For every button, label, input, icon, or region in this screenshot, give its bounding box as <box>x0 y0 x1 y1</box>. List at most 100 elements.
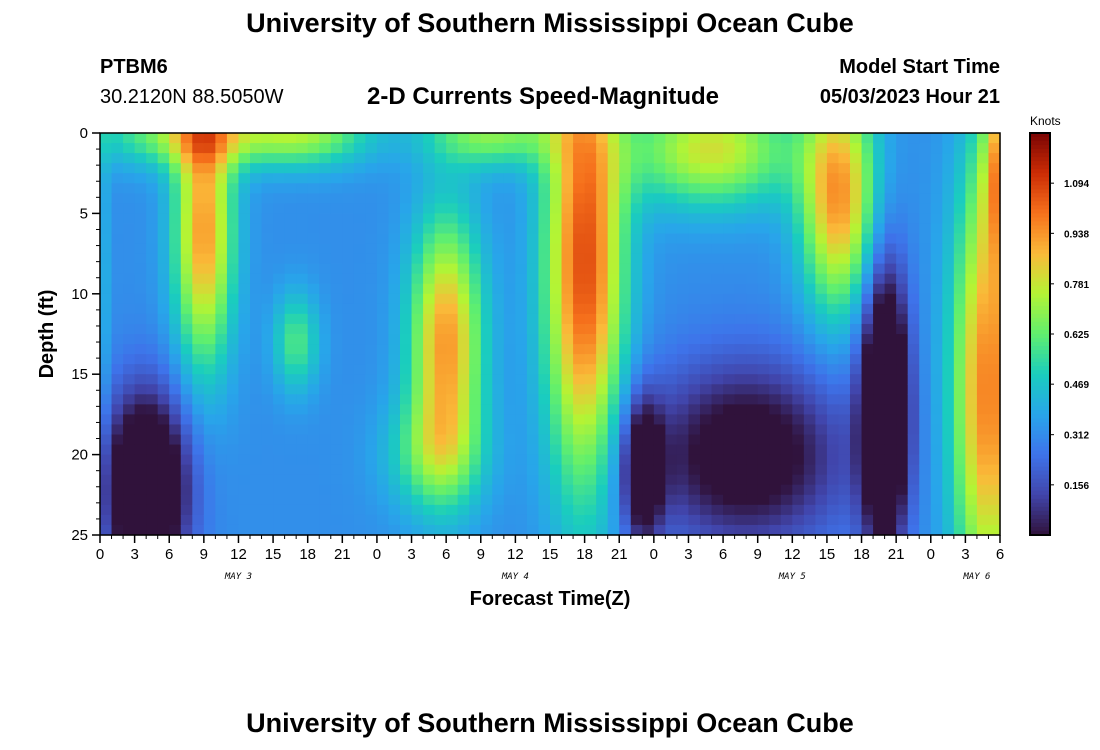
colorbar-segment <box>1030 321 1050 327</box>
heatmap-cell <box>515 213 528 225</box>
heatmap-cell <box>619 223 632 235</box>
heatmap-cell <box>873 464 886 476</box>
heatmap-cell <box>423 133 436 144</box>
heatmap-cell <box>203 163 216 174</box>
heatmap-cell <box>619 474 632 486</box>
heatmap-cell <box>676 203 690 214</box>
heatmap-cell <box>330 354 343 365</box>
heatmap-cell <box>180 193 193 204</box>
heatmap-cell <box>884 143 897 154</box>
heatmap-cell <box>838 203 851 214</box>
heatmap-cell <box>376 374 390 385</box>
heatmap-cell <box>411 253 424 265</box>
heatmap-cell <box>284 444 297 456</box>
heatmap-cell <box>965 323 978 335</box>
heatmap-cell <box>353 233 366 245</box>
heatmap-cell <box>688 364 701 375</box>
heatmap-cell <box>134 494 147 506</box>
heatmap-cell <box>792 354 805 365</box>
heatmap-cell <box>180 404 193 415</box>
heatmap-cell <box>550 233 563 245</box>
heatmap-cell <box>573 273 586 285</box>
heatmap-cell <box>919 454 932 466</box>
heatmap-cell <box>250 334 263 345</box>
heatmap-cell <box>642 484 655 496</box>
heatmap-cell <box>319 143 332 154</box>
heatmap-cell <box>423 193 436 204</box>
heatmap-cell <box>250 303 263 315</box>
heatmap-cell <box>261 464 274 476</box>
heatmap-cell <box>157 384 170 395</box>
heatmap-cell <box>261 484 274 496</box>
heatmap-cell <box>700 494 713 506</box>
heatmap-cell <box>250 464 263 476</box>
heatmap-cell <box>826 434 840 446</box>
heatmap-cell <box>480 193 493 204</box>
heatmap-cell <box>411 344 424 355</box>
heatmap-cell <box>215 293 228 305</box>
heatmap-cell <box>261 494 274 506</box>
heatmap-cell <box>919 293 932 305</box>
heatmap-cell <box>838 153 851 164</box>
heatmap-cell <box>723 283 736 295</box>
heatmap-cell <box>746 323 759 335</box>
heatmap-cell <box>757 394 770 405</box>
heatmap-cell <box>850 454 863 466</box>
heatmap-cell <box>642 394 655 405</box>
heatmap-cell <box>734 454 747 466</box>
heatmap-cell <box>538 163 551 174</box>
heatmap-cell <box>111 273 124 285</box>
heatmap-cell <box>319 434 332 446</box>
heatmap-cell <box>423 303 436 315</box>
heatmap-cell <box>296 414 309 426</box>
heatmap-cell <box>503 223 516 235</box>
heatmap-cell <box>584 424 597 436</box>
heatmap-cell <box>769 504 782 516</box>
heatmap-cell <box>988 334 1001 345</box>
heatmap-cell <box>907 524 920 536</box>
heatmap-cell <box>411 504 424 516</box>
heatmap-cell <box>538 334 551 345</box>
heatmap-cell <box>123 434 136 446</box>
heatmap-cell <box>561 444 574 456</box>
day-label: MAY 3 <box>224 572 252 582</box>
heatmap-cell <box>192 313 205 325</box>
heatmap-cell <box>976 464 990 476</box>
heatmap-cell <box>942 434 955 446</box>
heatmap-cell <box>388 313 401 325</box>
heatmap-cell <box>700 434 713 446</box>
heatmap-cell <box>203 414 216 426</box>
colorbar-segment <box>1030 418 1050 424</box>
colorbar-segment <box>1030 526 1050 532</box>
heatmap-cell <box>526 213 540 225</box>
heatmap-cell <box>376 414 390 426</box>
heatmap-cell <box>815 173 828 184</box>
heatmap-cell <box>919 243 932 255</box>
heatmap-cell <box>665 303 678 315</box>
heatmap-cell <box>792 494 805 506</box>
heatmap-cell <box>826 323 840 335</box>
heatmap-cell <box>988 293 1001 305</box>
heatmap-cell <box>192 394 205 405</box>
heatmap-cell <box>238 394 251 405</box>
heatmap-cell <box>953 344 966 355</box>
colorbar-segment <box>1030 506 1050 512</box>
heatmap-cell <box>769 293 782 305</box>
heatmap-cell <box>953 143 966 154</box>
heatmap-cell <box>630 323 643 335</box>
heatmap-cell <box>342 464 355 476</box>
heatmap-cell <box>734 153 747 164</box>
heatmap-cell <box>250 424 263 436</box>
heatmap-cell <box>619 143 632 154</box>
heatmap-cell <box>469 173 482 184</box>
colorbar-segment <box>1030 273 1050 279</box>
heatmap-cell <box>307 263 320 275</box>
x-tick-label: 3 <box>961 546 969 563</box>
heatmap-cell <box>457 143 470 154</box>
heatmap-cell <box>665 374 678 385</box>
heatmap-cell <box>953 253 966 265</box>
heatmap-cell <box>584 153 597 164</box>
heatmap-cell <box>930 474 943 486</box>
heatmap-cell <box>700 273 713 285</box>
heatmap-cell <box>792 303 805 315</box>
